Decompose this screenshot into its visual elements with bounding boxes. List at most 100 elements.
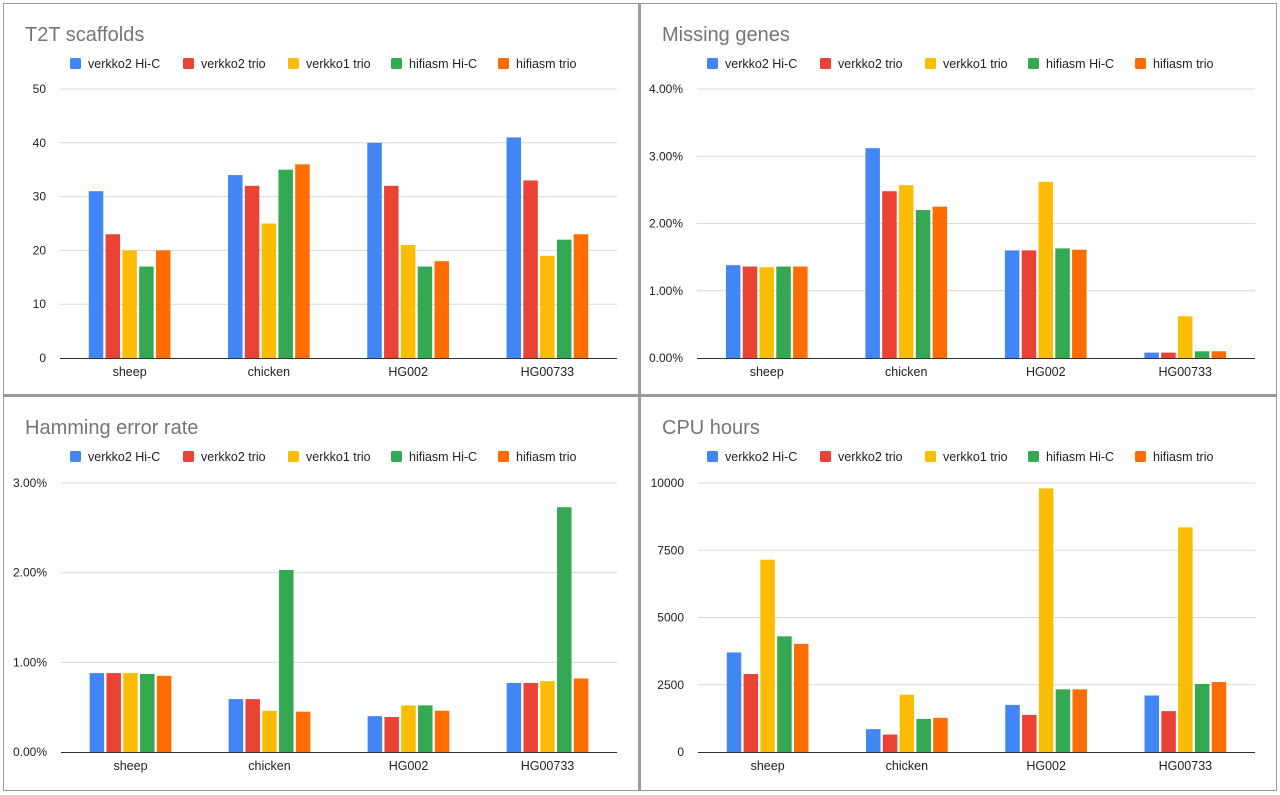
bar-hifiasm-hi-c-sheep [777,636,792,752]
bar-verkko1-trio-hg00733 [1178,527,1193,752]
bar-hifiasm-trio-chicken [295,164,310,358]
y-tick-label: 1.00% [13,655,47,669]
x-tick-label-chicken: chicken [886,759,928,773]
bar-verkko2-trio-chicken [882,734,898,752]
bar-verkko2-trio-hg002 [384,717,399,752]
bar-verkko2-trio-hg00733 [1161,711,1176,752]
chart-panel-hamming-error-rate: Hamming error rate verkko2 Hi-C verkko2 tr… [3,395,639,791]
chart-panel-missing-genes: Missing genes verkko2 Hi-C verkko2 trio ver… [639,3,1277,395]
legend-label-hifiasm-trio: hifiasm trio [1153,450,1213,464]
legend-label-verkko2-hi-c: verkko2 Hi-C [88,450,160,464]
legend-label-hifiasm-trio: hifiasm trio [516,57,576,71]
y-tick-label: 3.00% [13,476,47,490]
legend-swatch-hifiasm-hi-c [391,451,402,462]
bar-hifiasm-trio-hg002 [1072,249,1087,358]
bar-hifiasm-hi-c-sheep [139,266,154,358]
bar-hifiasm-trio-hg002 [434,261,449,358]
bar-hifiasm-trio-chicken [295,711,311,752]
legend-swatch-hifiasm-trio [498,58,509,69]
x-tick-label-hg00733: HG00733 [1158,365,1212,379]
bar-hifiasm-hi-c-hg002 [417,266,433,358]
y-tick-label: 1.00% [649,284,683,298]
legend-swatch-verkko2-trio [183,58,194,69]
legend-label-hifiasm-hi-c: hifiasm Hi-C [1046,450,1114,464]
legend-label-hifiasm-trio: hifiasm trio [516,450,576,464]
chart-svg: Missing genes verkko2 Hi-C verkko2 trio ver… [649,24,1255,379]
y-tick-label: 50 [33,82,47,96]
x-tick-label-sheep: sheep [113,759,147,773]
x-tick-label-chicken: chicken [248,365,290,379]
legend-label-verkko2-trio: verkko2 trio [838,450,903,464]
legend-label-hifiasm-hi-c: hifiasm Hi-C [409,57,477,71]
chart-title: CPU hours [662,417,760,439]
bar-verkko2-trio-chicken [244,185,260,358]
x-tick-label-chicken: chicken [885,365,927,379]
bar-verkko2-hi-c-sheep [88,191,104,358]
bar-hifiasm-trio-hg00733 [1211,682,1227,752]
legend-label-verkko2-hi-c: verkko2 Hi-C [725,450,797,464]
legend-swatch-hifiasm-trio [1135,451,1146,462]
bar-hifiasm-trio-chicken [932,206,948,358]
legend-swatch-verkko2-hi-c [707,58,718,69]
bar-hifiasm-trio-sheep [793,643,809,752]
bar-verkko1-trio-chicken [262,710,277,752]
y-tick-label: 0 [677,745,684,759]
bar-verkko2-hi-c-hg00733 [506,682,522,752]
x-tick-label-chicken: chicken [248,759,290,773]
bar-verkko2-trio-sheep [742,266,758,358]
bar-verkko1-trio-hg002 [400,245,416,358]
chart-title: T2T scaffolds [25,24,144,46]
bar-verkko2-trio-hg002 [1021,250,1037,358]
legend-swatch-verkko1-trio [925,451,936,462]
legend-swatch-hifiasm-trio [1135,58,1146,69]
bar-verkko2-trio-hg00733 [523,682,538,752]
bar-hifiasm-hi-c-hg00733 [1194,683,1210,752]
legend-swatch-verkko1-trio [288,58,299,69]
bar-verkko2-hi-c-sheep [726,652,742,752]
chart-panel-t2t-scaffolds: T2T scaffolds verkko2 Hi-C verkko2 trio ver… [3,3,639,395]
y-tick-label: 2.00% [13,566,47,580]
legend-swatch-verkko2-trio [820,451,831,462]
bar-verkko2-trio-sheep [743,673,759,752]
x-tick-label-hg002: HG002 [388,365,428,379]
bar-hifiasm-hi-c-hg00733 [556,239,572,358]
x-tick-label-hg002: HG002 [1026,365,1066,379]
legend-label-verkko2-trio: verkko2 trio [838,57,903,71]
bar-verkko1-trio-hg00733 [540,681,555,752]
bar-hifiasm-trio-sheep [155,250,171,358]
legend-swatch-verkko2-trio [820,58,831,69]
bar-verkko2-hi-c-sheep [89,673,105,752]
bar-verkko1-trio-sheep [760,559,775,752]
legend-swatch-hifiasm-hi-c [1028,451,1039,462]
x-tick-label-sheep: sheep [750,365,784,379]
bar-verkko1-trio-hg002 [1038,181,1053,358]
bar-verkko2-hi-c-chicken [865,148,880,358]
legend-label-hifiasm-hi-c: hifiasm Hi-C [409,450,477,464]
legend-swatch-verkko2-hi-c [70,58,81,69]
chart-title: Hamming error rate [25,417,198,439]
y-tick-label: 0.00% [13,745,47,759]
bar-verkko1-trio-chicken [261,223,277,358]
bar-verkko2-trio-sheep [105,234,121,358]
bar-verkko2-hi-c-hg00733 [1144,352,1159,358]
legend-label-hifiasm-trio: hifiasm trio [1153,57,1213,71]
y-tick-label: 40 [33,136,47,150]
legend-label-verkko1-trio: verkko1 trio [306,450,371,464]
chart-svg: CPU hours verkko2 Hi-C verkko2 trio verkko1… [651,417,1255,773]
bar-hifiasm-hi-c-chicken [915,210,931,358]
bar-hifiasm-hi-c-hg00733 [1194,351,1210,358]
bar-verkko2-hi-c-chicken [228,175,243,358]
bar-verkko1-trio-hg00733 [540,255,555,358]
bar-verkko1-trio-hg002 [401,705,416,752]
y-tick-label: 20 [33,243,47,257]
y-tick-label: 0 [39,351,46,365]
chart-panel-cpu-hours: CPU hours verkko2 Hi-C verkko2 trio verkko1… [639,395,1277,791]
bar-verkko2-trio-chicken [245,699,260,752]
bar-verkko1-trio-chicken [899,694,915,752]
bar-verkko2-hi-c-chicken [866,729,881,752]
legend-label-verkko1-trio: verkko1 trio [306,57,371,71]
y-tick-label: 4.00% [649,82,683,96]
legend-swatch-hifiasm-trio [498,451,509,462]
bar-hifiasm-trio-hg002 [434,710,450,752]
